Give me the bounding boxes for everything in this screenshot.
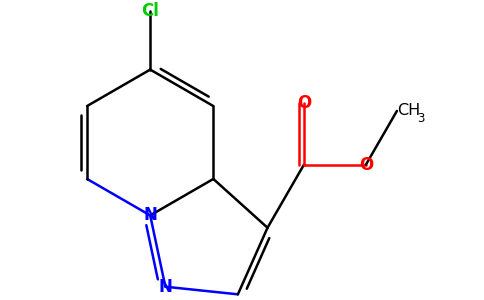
Text: N: N: [158, 278, 172, 296]
Text: CH: CH: [397, 103, 420, 118]
Text: 3: 3: [417, 112, 425, 125]
Text: Cl: Cl: [141, 2, 159, 20]
Text: N: N: [143, 206, 157, 224]
Text: O: O: [359, 156, 373, 174]
Text: O: O: [297, 94, 311, 112]
